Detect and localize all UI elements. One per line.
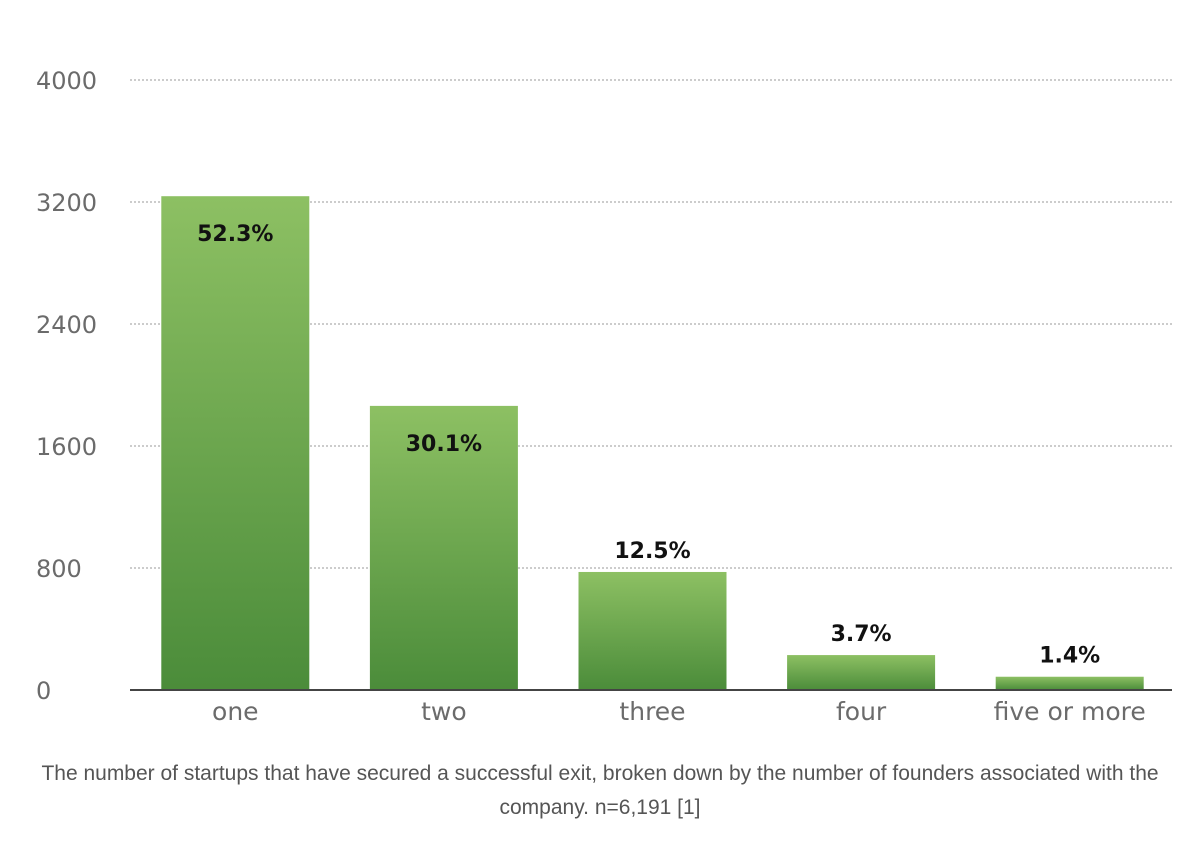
y-tick-label: 4000 (36, 67, 97, 95)
x-category-label: one (212, 697, 259, 726)
y-tick-label: 800 (36, 555, 82, 583)
bar (161, 196, 310, 690)
bar-value-label: 1.4% (1039, 644, 1100, 669)
chart-canvas: 0 800 1600 2400 3200 4000 52.3% 30.1% 12.5% 3.7%… (36, 67, 1172, 726)
bar (787, 655, 936, 690)
bar (369, 405, 518, 690)
bar-value-label: 52.3% (197, 222, 273, 247)
y-tick-label: 3200 (36, 189, 97, 217)
x-category-label: two (421, 697, 467, 726)
bar (995, 676, 1144, 690)
x-category-label: four (836, 697, 887, 726)
x-axis-categories: one two three four five or more (212, 697, 1146, 726)
bar (578, 571, 727, 690)
bar-value-label: 30.1% (406, 432, 482, 457)
y-axis-ticks: 0 800 1600 2400 3200 4000 (36, 67, 97, 705)
bar-chart: 0 800 1600 2400 3200 4000 52.3% 30.1% 12.5% 3.7%… (36, 67, 1172, 726)
bar-value-labels: 52.3% 30.1% 12.5% 3.7% 1.4% (197, 222, 1100, 669)
y-tick-label: 0 (36, 677, 51, 705)
x-category-label: five or more (994, 697, 1146, 726)
chart-caption: The number of startups that have secured… (41, 762, 1159, 819)
bar-value-label: 3.7% (831, 622, 892, 647)
bars (161, 196, 1144, 690)
y-tick-label: 1600 (36, 433, 97, 461)
x-category-label: three (619, 697, 685, 726)
y-tick-label: 2400 (36, 311, 97, 339)
bar-value-label: 12.5% (614, 539, 690, 564)
